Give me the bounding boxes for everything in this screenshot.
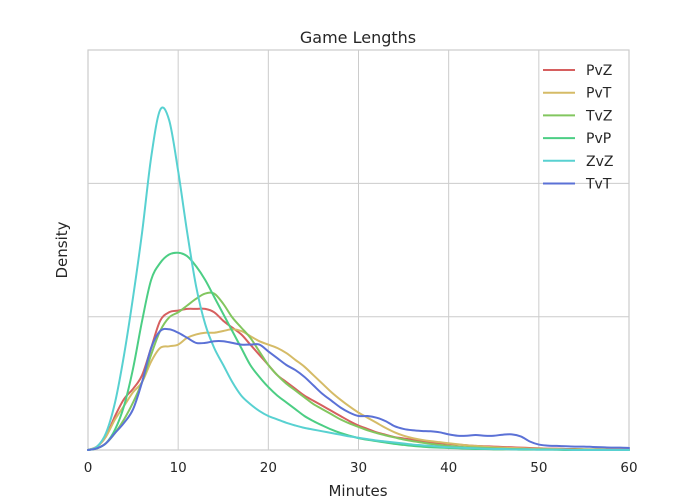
- legend-label: PvP: [586, 131, 611, 147]
- x-tick-label: 30: [350, 460, 367, 476]
- x-tick-label: 20: [260, 460, 277, 476]
- legend: PvZ PvT TvZ PvP ZvZ TvT: [543, 63, 613, 193]
- legend-item-pvp: PvP: [543, 131, 611, 147]
- legend-item-pvt: PvT: [543, 86, 612, 102]
- legend-item-pvz: PvZ: [543, 63, 612, 79]
- legend-label: PvT: [586, 86, 612, 102]
- x-tick-label: 50: [530, 460, 547, 476]
- legend-label: TvT: [585, 177, 612, 193]
- x-tick-label: 0: [84, 460, 93, 476]
- legend-item-zvz: ZvZ: [543, 154, 613, 170]
- plot-frame: [87, 49, 630, 451]
- legend-label: TvZ: [585, 108, 612, 124]
- legend-item-tvt: TvT: [543, 177, 612, 193]
- x-axis-label: Minutes: [328, 482, 387, 500]
- y-axis-label: Density: [53, 221, 71, 278]
- series-line-zvz: [87, 106, 630, 452]
- legend-label: ZvZ: [586, 154, 613, 170]
- legend-label: PvZ: [586, 63, 612, 79]
- series-line-tvt: [87, 327, 630, 451]
- chart-title: Game Lengths: [300, 28, 416, 47]
- x-tick-label: 10: [170, 460, 187, 476]
- legend-item-tvz: TvZ: [543, 108, 612, 124]
- x-tick-label: 60: [620, 460, 637, 476]
- series-lines: [87, 106, 630, 452]
- x-tick-labels: 0 10 20 30 40 50 60: [84, 460, 638, 476]
- x-tick-label: 40: [440, 460, 457, 476]
